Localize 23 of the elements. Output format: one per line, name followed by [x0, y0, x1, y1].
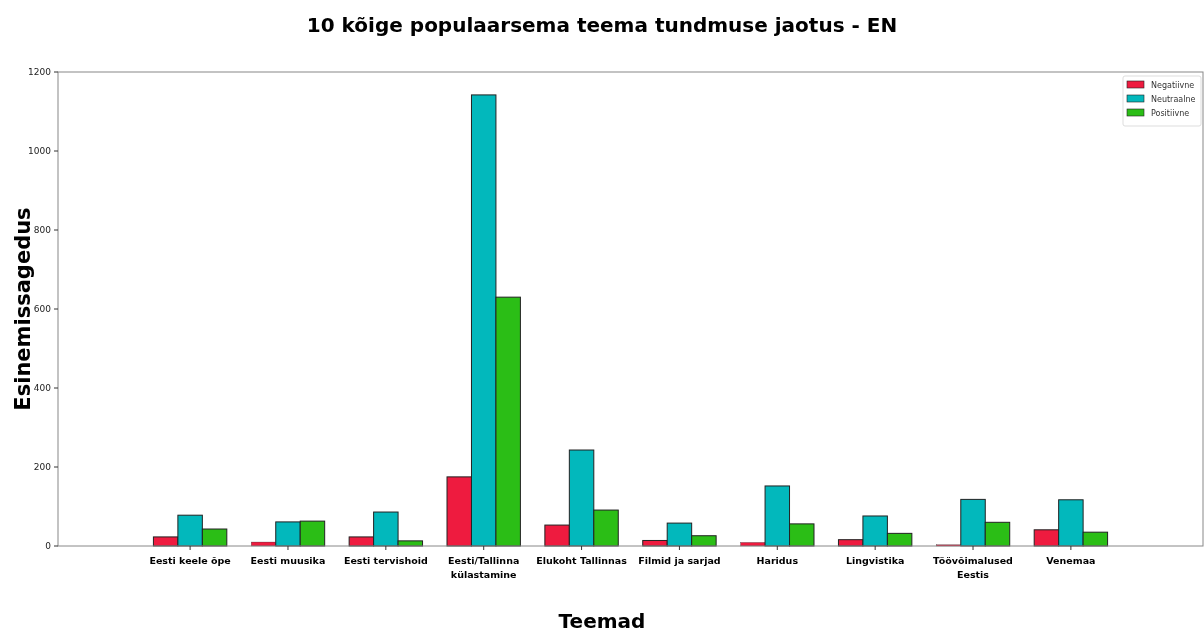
y-tick-label: 1200: [28, 67, 52, 77]
y-tick-label: 0: [45, 541, 52, 551]
x-tick-label: Töövõimalused Eestis: [933, 555, 1013, 580]
x-tick-label: Lingvistika: [845, 555, 905, 566]
chart-title: 10 kõige populaarsema teema tundmuse jaotus - EN: [306, 13, 898, 37]
y-tick-label: 600: [33, 304, 52, 314]
x-tick-label: Eesti keele õpe: [149, 555, 231, 566]
y-tick-label: 1000: [28, 146, 52, 156]
x-tick-label: Haridus: [756, 555, 799, 566]
y-tick-label: 800: [33, 225, 52, 235]
x-tick-label: Eesti muusika: [250, 555, 326, 566]
x-tick-label: Venemaa: [1046, 555, 1096, 566]
legend-label: Neutraalne: [1151, 95, 1196, 104]
x-tick-label: Eesti/Tallinna külastamine: [448, 555, 520, 580]
x-tick-label: Elukoht Tallinnas: [536, 555, 628, 566]
y-axis-title: Esinemissagedus: [11, 207, 35, 411]
x-axis-title: Teemad: [558, 609, 646, 633]
legend-label: Negatiivne: [1151, 81, 1195, 90]
y-tick-label: 400: [33, 383, 52, 393]
x-tick-label: Filmid ja sarjad: [638, 555, 721, 566]
x-tick-label: Eesti tervishoid: [343, 555, 428, 566]
legend-label: Positiivne: [1151, 109, 1190, 118]
y-tick-label: 200: [33, 462, 52, 472]
